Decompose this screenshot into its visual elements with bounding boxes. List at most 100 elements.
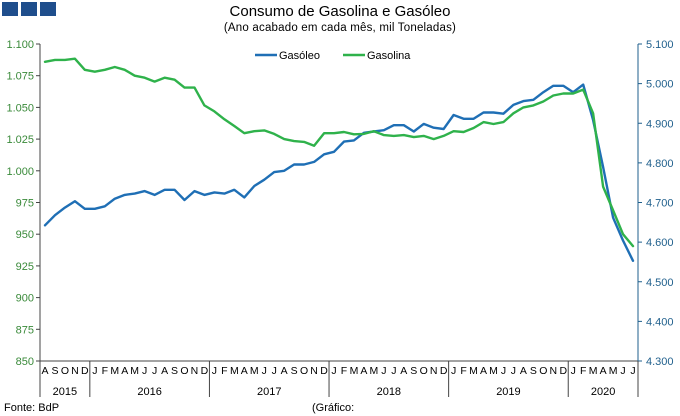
- x-month-label: A: [121, 365, 128, 377]
- x-month-label: S: [291, 365, 298, 377]
- logo-square-1: [2, 2, 18, 16]
- left-tick-label: 1.000: [6, 166, 34, 178]
- x-month-label: A: [480, 365, 487, 377]
- x-month-label: J: [451, 365, 456, 377]
- x-month-label: A: [41, 365, 48, 377]
- left-tick-label: 1.025: [6, 134, 34, 146]
- left-tick-label: 900: [16, 293, 34, 305]
- x-month-label: F: [221, 365, 227, 377]
- x-month-label: N: [310, 365, 318, 377]
- x-month-label: N: [549, 365, 557, 377]
- x-month-label: O: [420, 365, 428, 377]
- left-tick-label: 1.100: [6, 39, 34, 51]
- x-month-label: A: [241, 365, 248, 377]
- left-tick-label: 850: [16, 356, 34, 368]
- x-month-label: D: [201, 365, 209, 377]
- x-month-label: S: [51, 365, 58, 377]
- left-tick-label: 1.075: [6, 71, 34, 83]
- x-month-label: F: [460, 365, 466, 377]
- x-month-label: N: [430, 365, 438, 377]
- x-month-label: J: [391, 365, 396, 377]
- left-tick-label: 925: [16, 261, 34, 273]
- x-month-label: M: [250, 365, 259, 377]
- x-month-label: S: [410, 365, 417, 377]
- x-month-label: M: [110, 365, 119, 377]
- right-tick-label: 5.100: [646, 39, 674, 51]
- x-month-label: J: [501, 365, 506, 377]
- right-tick-label: 4.300: [646, 356, 674, 368]
- x-month-label: A: [161, 365, 168, 377]
- x-month-label: F: [341, 365, 347, 377]
- right-axis-ticks: 4.300 4.400 4.500 4.600 4.700 4.800 4.900 5.000…: [638, 39, 674, 368]
- x-month-label: J: [620, 365, 625, 377]
- x-month-label: O: [61, 365, 69, 377]
- x-month-label: J: [212, 365, 217, 377]
- x-month-label: M: [130, 365, 139, 377]
- x-month-label: J: [331, 365, 336, 377]
- chart-title: Consumo de Gasolina e Gasóleo: [229, 3, 451, 20]
- series-line-gasoleo: [43, 83, 635, 262]
- x-month-label: S: [530, 365, 537, 377]
- x-month-label: J: [142, 365, 147, 377]
- x-month-label: O: [180, 365, 188, 377]
- legend-label: Gasóleo: [279, 50, 320, 62]
- x-month-label: S: [171, 365, 178, 377]
- chart-subtitle: (Ano acabado em cada mês, mil Toneladas): [223, 22, 457, 34]
- logo-square-2: [21, 2, 37, 16]
- x-month-label: M: [609, 365, 618, 377]
- x-month-label: J: [262, 365, 267, 377]
- logo-square-3: [40, 2, 56, 16]
- series-line-gasolina: [43, 57, 635, 248]
- x-month-label: J: [152, 365, 157, 377]
- x-month-label: A: [520, 365, 527, 377]
- right-tick-label: 4.400: [646, 316, 674, 328]
- right-tick-label: 4.900: [646, 118, 674, 130]
- x-month-label: J: [92, 365, 97, 377]
- x-month-label: O: [300, 365, 308, 377]
- x-year-label: 2017: [257, 386, 281, 398]
- x-month-label: M: [469, 365, 478, 377]
- right-tick-label: 4.500: [646, 277, 674, 289]
- chart-note: (Gráfico:: [312, 402, 355, 414]
- right-tick-label: 4.800: [646, 158, 674, 170]
- x-month-label: M: [589, 365, 598, 377]
- x-month-label: N: [191, 365, 199, 377]
- left-axis-ticks: 850 875 900 925 950 975 1.000 1.025 1.050 1.075 1.…: [6, 39, 40, 368]
- right-tick-label: 4.600: [646, 237, 674, 249]
- x-month-label: A: [360, 365, 367, 377]
- left-tick-label: 1.050: [6, 102, 34, 114]
- right-tick-label: 4.700: [646, 198, 674, 210]
- left-tick-label: 975: [16, 198, 34, 210]
- x-year-label: 2019: [496, 386, 520, 398]
- x-month-label: O: [539, 365, 547, 377]
- left-tick-label: 950: [16, 229, 34, 241]
- x-month-label: A: [281, 365, 288, 377]
- x-month-label: A: [600, 365, 607, 377]
- x-month-label: F: [580, 365, 586, 377]
- corner-logo-squares: [2, 2, 56, 16]
- right-tick-label: 5.000: [646, 79, 674, 91]
- legend: Gasóleo Gasolina: [255, 50, 411, 62]
- x-month-label: A: [400, 365, 407, 377]
- legend-label: Gasolina: [367, 50, 411, 62]
- x-month-label: D: [440, 365, 448, 377]
- x-month-label: J: [381, 365, 386, 377]
- x-month-label: J: [630, 365, 635, 377]
- x-month-label: M: [489, 365, 498, 377]
- x-month-label: N: [71, 365, 79, 377]
- x-year-label: 2020: [591, 386, 615, 398]
- x-month-label: F: [102, 365, 108, 377]
- series-lines: [43, 57, 635, 262]
- x-month-label: J: [571, 365, 576, 377]
- x-month-label: D: [559, 365, 567, 377]
- x-month-label: D: [81, 365, 89, 377]
- x-month-label: M: [370, 365, 379, 377]
- x-month-label: J: [272, 365, 277, 377]
- x-year-label: 2016: [137, 386, 161, 398]
- x-year-label: 2018: [377, 386, 401, 398]
- source-note: Fonte: BdP: [4, 402, 60, 414]
- x-month-label: J: [511, 365, 516, 377]
- x-month-label: M: [350, 365, 359, 377]
